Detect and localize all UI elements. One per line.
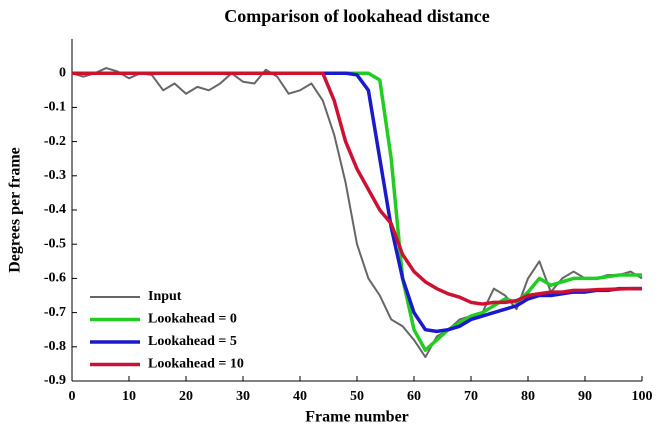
x-axis-label: Frame number [305,409,409,426]
x-tick-label: 80 [521,389,535,404]
y-tick-label: -0.1 [44,100,66,115]
x-tick-label: 90 [578,389,592,404]
x-tick-label: 40 [293,389,307,404]
legend-label: Lookahead = 10 [148,357,244,372]
x-tick-label: 0 [69,389,76,404]
y-tick-label: -0.7 [44,305,66,320]
x-tick-label: 100 [632,389,653,404]
x-tick-label: 30 [236,389,250,404]
x-tick-label: 60 [407,389,421,404]
y-tick-label: -0.2 [44,134,66,149]
series-line [72,71,642,306]
legend-label: Input [148,289,182,304]
y-tick-label: -0.5 [44,236,66,251]
x-tick-label: 50 [350,389,364,404]
series-line [72,71,642,352]
x-tick-label: 70 [464,389,478,404]
legend-label: Lookahead = 5 [148,334,237,349]
y-tick-label: -0.6 [44,271,66,286]
y-tick-label: 0 [59,65,66,80]
y-axis-label: Degrees per frame [7,147,24,273]
x-tick-label: 10 [122,389,136,404]
y-tick-label: -0.3 [44,168,66,183]
chart-title: Comparison of lookahead distance [224,6,490,26]
x-tick-label: 20 [179,389,193,404]
y-tick-label: -0.4 [44,202,66,217]
y-tick-label: -0.9 [44,373,66,388]
legend-label: Lookahead = 0 [148,312,237,327]
y-tick-label: -0.8 [44,339,66,354]
